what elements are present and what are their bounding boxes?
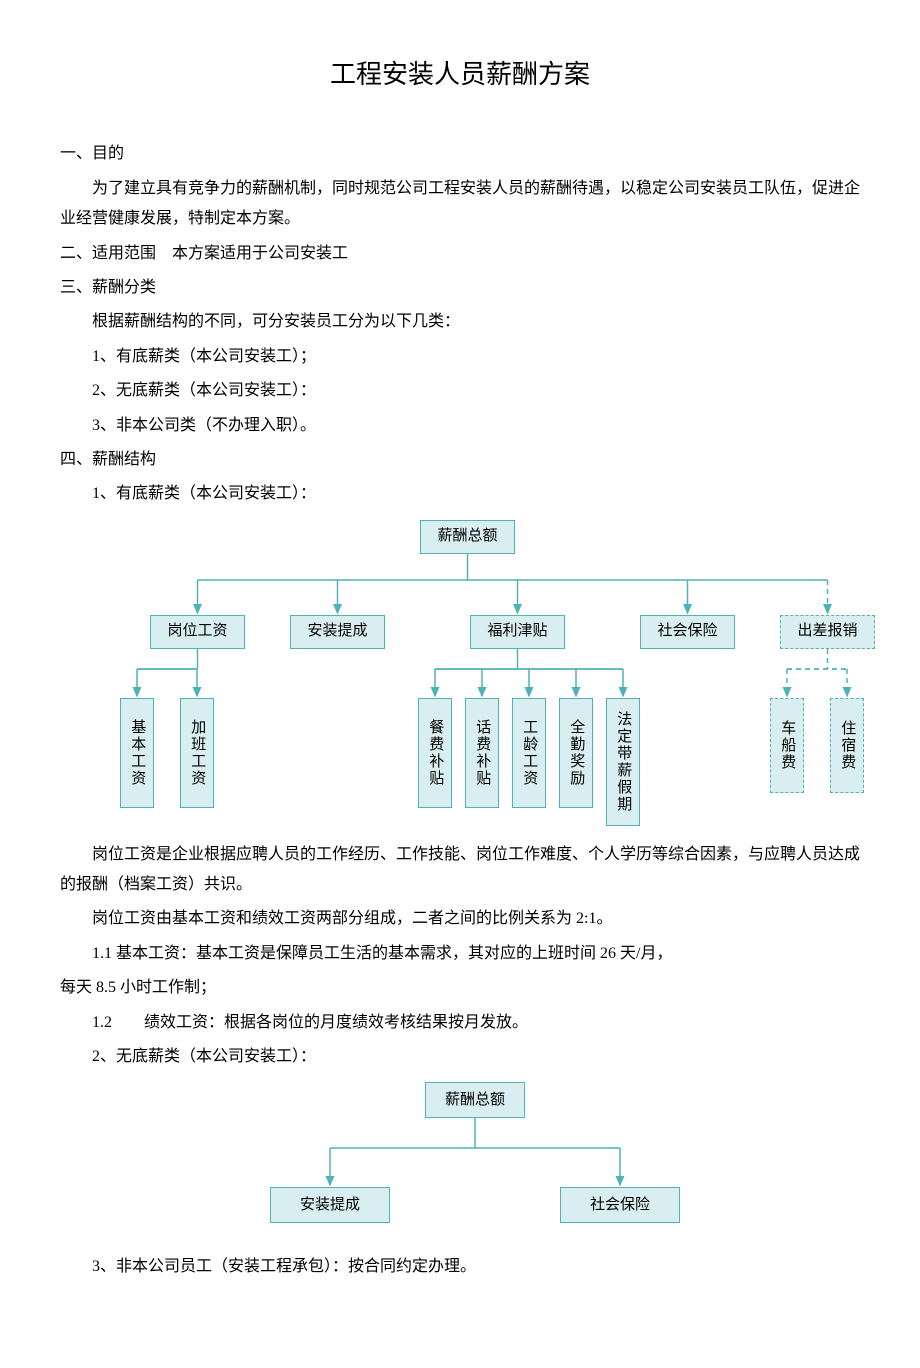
sec4-item2: 2、无底薪类（本公司安装工）： [60,1042,860,1072]
chart-node: 社会保险 [640,615,735,649]
chart-node: 安装提成 [270,1187,390,1223]
sec3-item1: 1、有底薪类（本公司安装工）； [60,342,860,372]
chart-node: 出差报销 [780,615,875,649]
salary-structure-chart-1: 薪酬总额岗位工资 安装提成 福利津贴 社会保险 出差报销基本工资加班工资 餐费补贴话费补贴… [120,520,880,830]
page-title: 工程安装人员薪酬方案 [60,50,860,99]
sec4-para5: 1.2 绩效工资：根据各岗位的月度绩效考核结果按月发放。 [60,1008,860,1038]
sec4-para2: 岗位工资由基本工资和绩效工资两部分组成，二者之间的比例关系为 2:1。 [60,904,860,934]
sec3-item3: 3、非本公司类（不办理入职）。 [60,411,860,441]
chart-node: 住宿费 [830,698,864,793]
salary-structure-chart-2: 薪酬总额安装提成 社会保险 [240,1082,710,1242]
sec1-para: 为了建立具有竞争力的薪酬机制，同时规范公司工程安装人员的薪酬待遇，以稳定公司安装… [60,174,860,235]
chart-node: 岗位工资 [150,615,245,649]
sec2-head: 二、适用范围 本方案适用于公司安装工 [60,239,860,269]
sec3-item2: 2、无底薪类（本公司安装工）： [60,376,860,406]
sec4-head: 四、薪酬结构 [60,445,860,475]
chart-node: 餐费补贴 [418,698,452,808]
chart-node: 安装提成 [290,615,385,649]
sec4-para3: 1.1 基本工资：基本工资是保障员工生活的基本需求，其对应的上班时间 26 天/… [60,939,860,969]
chart-node: 福利津贴 [470,615,565,649]
chart-node: 薪酬总额 [420,520,515,554]
chart-node: 薪酬总额 [425,1082,525,1118]
sec4-para1: 岗位工资是企业根据应聘人员的工作经历、工作技能、岗位工作难度、个人学历等综合因素… [60,840,860,901]
sec4-item1: 1、有底薪类（本公司安装工）： [60,479,860,509]
sec4-para4: 每天 8.5 小时工作制； [60,973,860,1003]
chart-node: 话费补贴 [465,698,499,808]
chart1-connectors [120,520,880,830]
chart-node: 车船费 [770,698,804,793]
sec4-item3: 3、非本公司员工（安装工程承包）：按合同约定办理。 [60,1252,860,1282]
sec3-para: 根据薪酬结构的不同，可分安装员工分为以下几类： [60,307,860,337]
chart-node: 社会保险 [560,1187,680,1223]
sec3-head: 三、薪酬分类 [60,273,860,303]
chart-node: 法定带薪假期 [606,698,640,826]
chart-node: 工龄工资 [512,698,546,808]
chart-node: 加班工资 [180,698,214,808]
sec1-head: 一、目的 [60,139,860,169]
chart-node: 全勤奖励 [559,698,593,808]
chart-node: 基本工资 [120,698,154,808]
